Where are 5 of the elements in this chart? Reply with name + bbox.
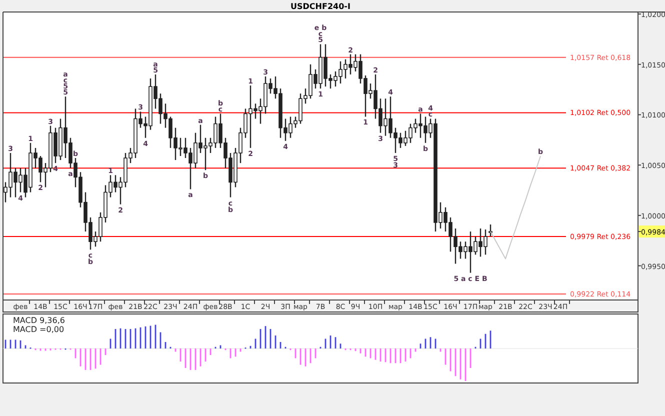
annotation: MACD =0,00 [13, 325, 64, 334]
candlestick [488, 224, 492, 238]
chart-title: USDCHF240-I [290, 2, 350, 11]
line-series [490, 156, 541, 260]
annotation: MACD 9,36,6 [13, 316, 65, 325]
